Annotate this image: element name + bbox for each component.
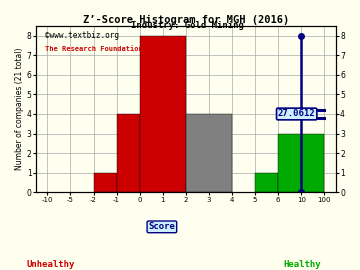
Bar: [94, 173, 117, 193]
Bar: [117, 114, 140, 193]
Text: 27.0612: 27.0612: [278, 110, 315, 119]
Text: The Research Foundation of SUNY: The Research Foundation of SUNY: [45, 46, 176, 52]
Bar: [255, 173, 278, 193]
Text: ©www.textbiz.org: ©www.textbiz.org: [45, 31, 119, 40]
Text: Score: Score: [148, 222, 175, 231]
Bar: [140, 36, 186, 193]
Text: Unhealthy: Unhealthy: [26, 260, 75, 269]
Bar: [278, 134, 324, 193]
Title: Z’-Score Histogram for MGH (2016): Z’-Score Histogram for MGH (2016): [83, 15, 289, 25]
Text: Healthy: Healthy: [284, 260, 321, 269]
Y-axis label: Number of companies (21 total): Number of companies (21 total): [15, 48, 24, 170]
Text: Industry: Gold Mining: Industry: Gold Mining: [131, 21, 244, 30]
Bar: [186, 114, 232, 193]
